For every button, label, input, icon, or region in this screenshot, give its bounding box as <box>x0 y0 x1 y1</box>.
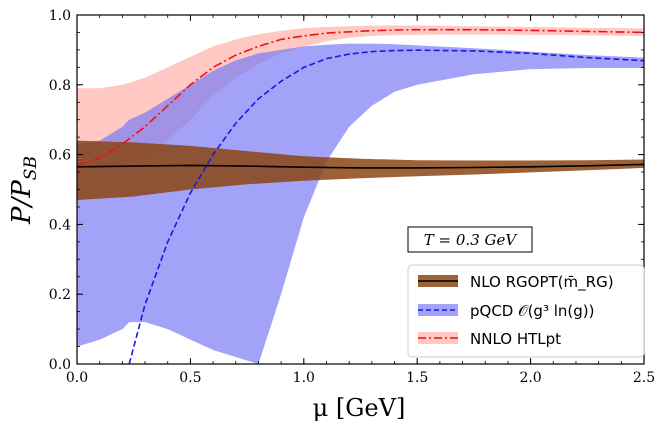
y-tick-label: 0.0 <box>49 357 71 373</box>
y-axis-label: P/PSB <box>7 156 41 225</box>
legend: NLO RGOPT(m̄_RG) pQCD 𝒪(g³ ln(g)) NNLO H… <box>408 265 644 357</box>
y-axis-label-main: P/P <box>7 180 37 225</box>
y-tick-label: 0.6 <box>49 148 71 164</box>
annotation-text: T = 0.3 GeV <box>424 231 519 249</box>
y-tick-label: 0.2 <box>49 287 71 303</box>
legend-label-pqcd: pQCD 𝒪(g³ ln(g)) <box>470 302 594 320</box>
x-axis-label: μ [GeV] <box>313 394 406 422</box>
legend-label-htlpt: NNLO HTLpt <box>470 330 561 348</box>
y-axis-label-sub: SB <box>21 156 41 180</box>
x-tick-label: 1.5 <box>406 370 428 386</box>
x-tick-label: 1.0 <box>293 370 315 386</box>
y-tick-label: 0.8 <box>49 78 71 94</box>
band-series-2 <box>77 141 644 200</box>
svg-text:P/PSB: P/PSB <box>7 156 41 225</box>
y-tick-label: 1.0 <box>49 8 71 24</box>
x-tick-label: 2.0 <box>519 370 541 386</box>
annotation-box: T = 0.3 GeV <box>408 227 532 252</box>
x-tick-label: 0.5 <box>179 370 201 386</box>
y-tick-label: 0.4 <box>49 217 71 233</box>
legend-label-rgopt: NLO RGOPT(m̄_RG) <box>470 273 614 292</box>
x-tick-label: 2.5 <box>633 370 655 386</box>
